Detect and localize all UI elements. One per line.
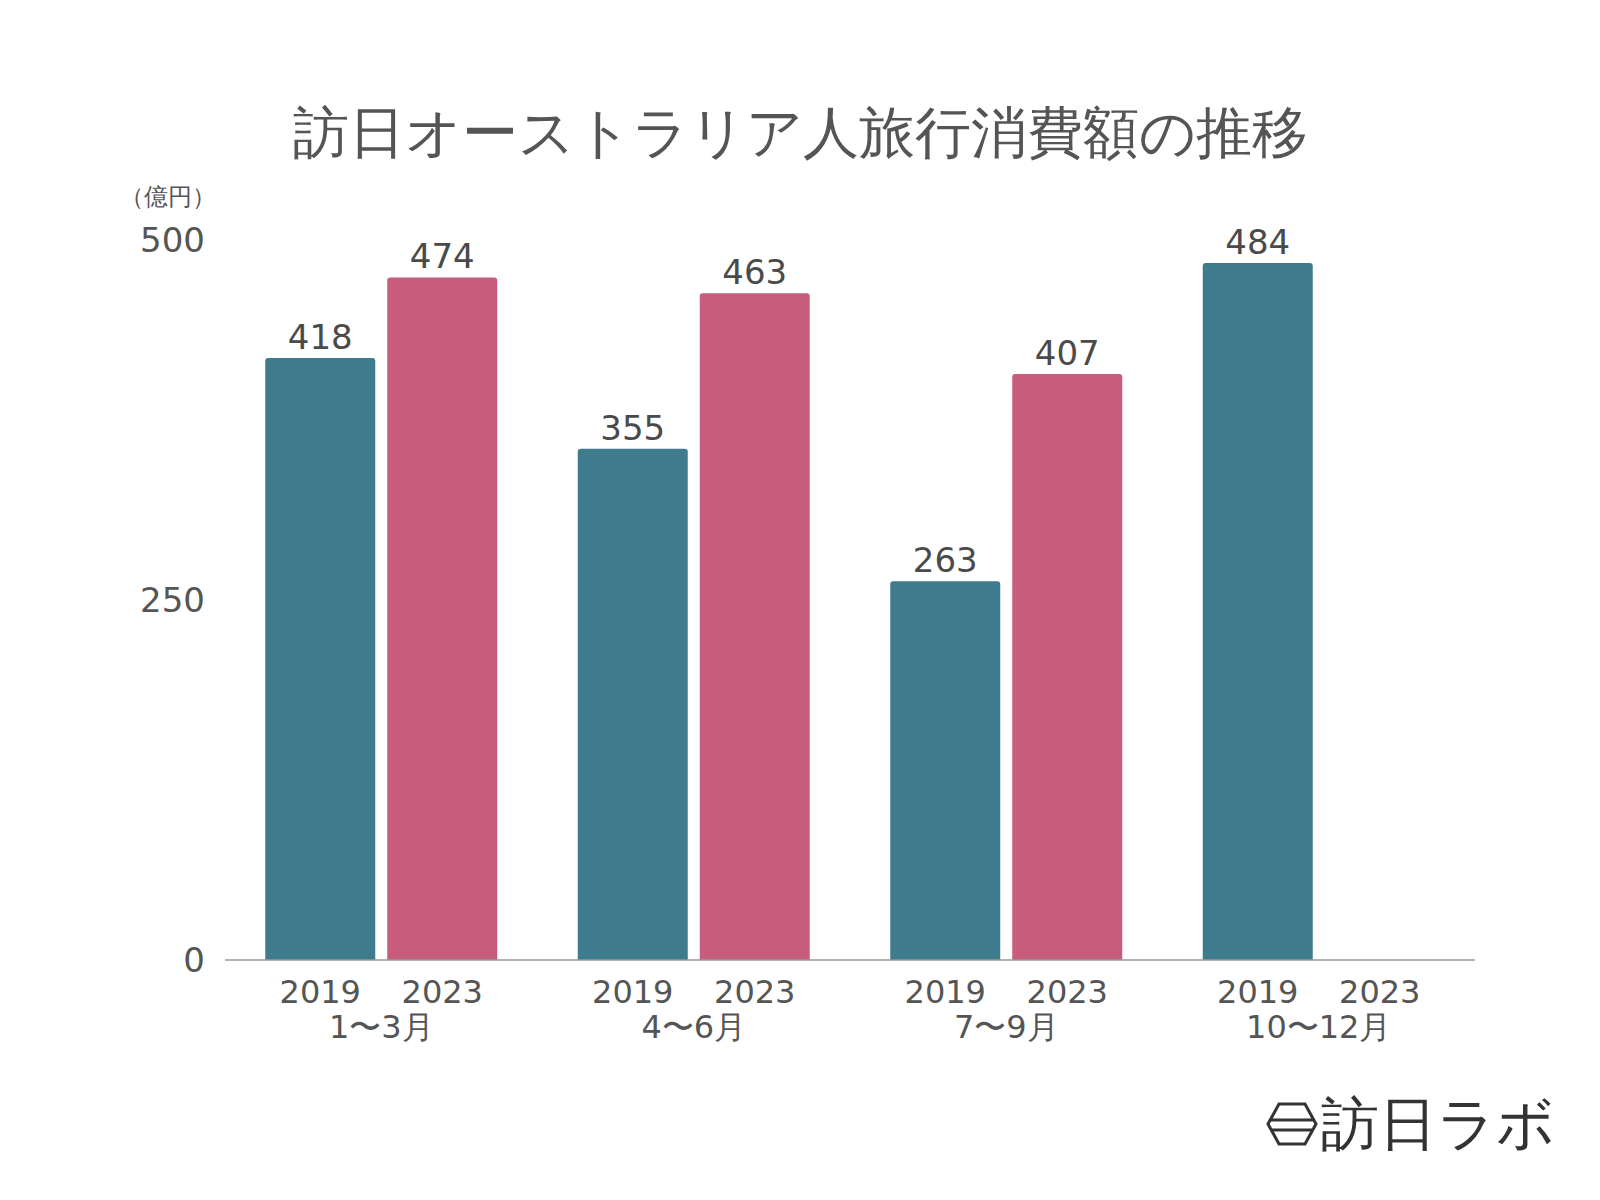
bar	[1012, 374, 1122, 960]
x-tick-label: 1〜3月	[329, 1008, 434, 1046]
data-label: 263	[913, 540, 978, 580]
logo-icon	[1268, 1104, 1316, 1144]
series-label: 2023	[1027, 973, 1108, 1011]
data-label: 463	[722, 252, 787, 292]
bar	[387, 277, 497, 960]
x-tick-label: 10〜12月	[1246, 1008, 1391, 1046]
series-label: 2023	[714, 973, 795, 1011]
series-label: 2019	[592, 973, 673, 1011]
title: 訪日オーストラリア人旅行消費額の推移	[293, 100, 1308, 165]
series-label: 2019	[280, 973, 361, 1011]
data-label: 355	[600, 408, 665, 448]
y-tick-label: 0	[183, 940, 205, 980]
series-label: 2023	[1339, 973, 1420, 1011]
labels: 418201947420231〜3月355201946320234〜6月2632…	[280, 222, 1421, 1046]
y-tick-label: 500	[140, 220, 205, 260]
annotation: 訪日ラボ	[1321, 1090, 1555, 1158]
series-label: 2019	[1217, 973, 1298, 1011]
data-label: 484	[1225, 222, 1290, 262]
y-tick-label: 250	[140, 580, 205, 620]
bar	[265, 358, 375, 960]
data-label: 418	[288, 317, 353, 357]
y-axis-label: （億円）	[120, 183, 216, 211]
bars	[265, 263, 1313, 960]
x-tick-label: 7〜9月	[954, 1008, 1059, 1046]
x-axis-line	[225, 959, 1475, 961]
x-tick-label: 4〜6月	[641, 1008, 746, 1046]
chart: 訪日オーストラリア人旅行消費額の推移 （億円） 0 250 500 418 2019 474 2…	[0, 0, 1600, 1200]
logo: 訪日ラボ	[1268, 1090, 1555, 1158]
bar	[578, 449, 688, 960]
series-label: 2023	[402, 973, 483, 1011]
data-label: 474	[410, 236, 475, 276]
data-label: 407	[1035, 333, 1100, 373]
bar	[700, 293, 810, 960]
bar	[1203, 263, 1313, 960]
bar	[890, 581, 1000, 960]
series-label: 2019	[905, 973, 986, 1011]
